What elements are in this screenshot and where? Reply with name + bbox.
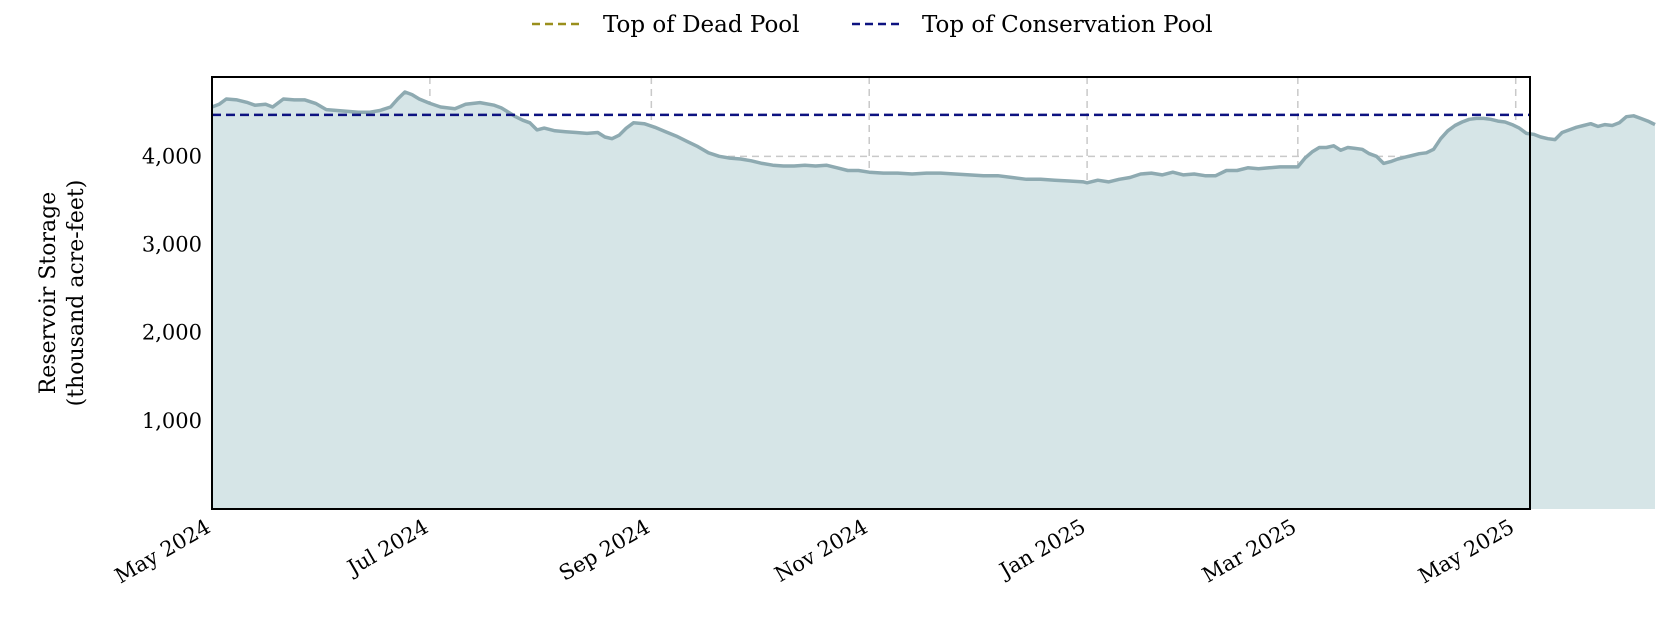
y-axis-units: (thousand acre-feet) xyxy=(64,180,89,407)
x-tick-label: Jan 2025 xyxy=(994,515,1090,584)
x-tick-label: Jul 2024 xyxy=(342,515,433,581)
legend: Top of Dead Pool Top of Conservation Poo… xyxy=(532,12,1213,38)
x-tick-label: May 2025 xyxy=(1414,515,1518,589)
legend-entry-dead-pool: Top of Dead Pool xyxy=(532,12,800,38)
y-tick-label: 3,000 xyxy=(142,233,202,257)
x-tick-label: May 2024 xyxy=(111,515,215,589)
plot-area xyxy=(211,90,1656,509)
x-tick-label: Nov 2024 xyxy=(770,515,871,587)
y-tick-label: 4,000 xyxy=(142,144,202,168)
y-tick-label: 2,000 xyxy=(142,321,202,345)
legend-entry-conservation-pool: Top of Conservation Pool xyxy=(852,12,1213,38)
y-tick-label: 1,000 xyxy=(142,409,202,433)
legend-label-dead-pool: Top of Dead Pool xyxy=(603,12,800,38)
storage-line xyxy=(211,90,1656,185)
legend-label-conservation-pool: Top of Conservation Pool xyxy=(922,12,1213,38)
storage-area-fill xyxy=(212,92,1655,509)
x-tick-label: Mar 2025 xyxy=(1198,515,1300,588)
plot-frame xyxy=(211,76,1531,510)
x-axis-ticks: May 2024 Jul 2024 Sep 2024 Nov 2024 Jan 2025… xyxy=(111,515,1519,589)
x-tick-label: Sep 2024 xyxy=(555,515,654,586)
y-axis-title: Reservoir Storage xyxy=(36,192,61,395)
y-axis-ticks: 1,000 2,000 3,000 4,000 xyxy=(142,144,202,432)
